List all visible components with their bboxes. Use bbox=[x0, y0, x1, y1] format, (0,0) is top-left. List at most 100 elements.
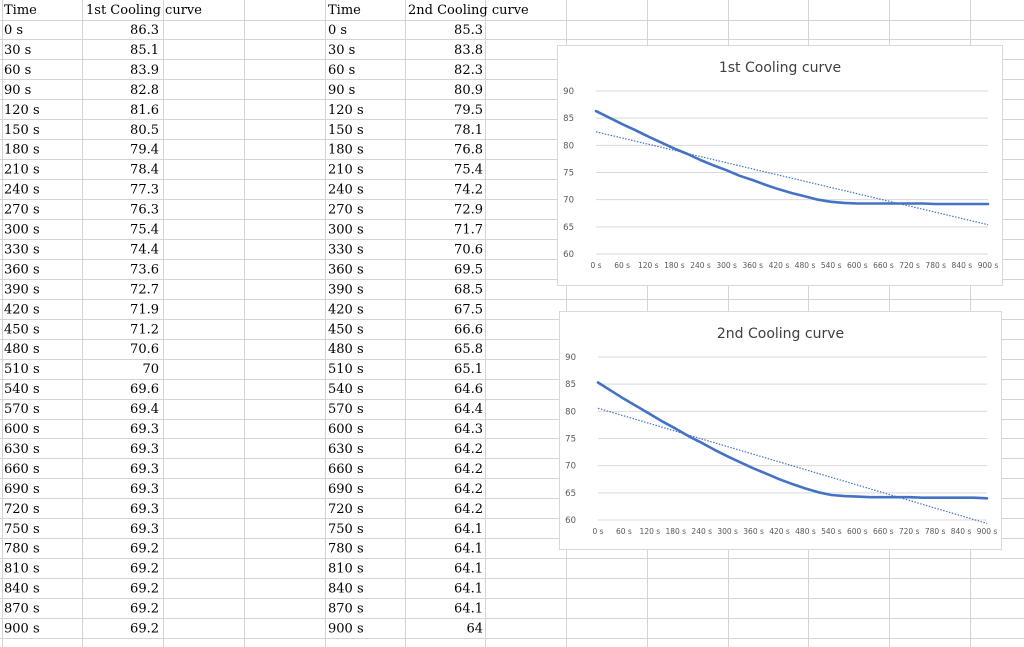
cell-time: 450 s bbox=[4, 322, 40, 337]
cell-time: 240 s bbox=[328, 183, 364, 198]
cell-time: 360 s bbox=[4, 262, 40, 277]
cell-value: 64.4 bbox=[454, 402, 483, 417]
cell-value: 64.1 bbox=[454, 602, 483, 617]
x-tick-label: 180 s bbox=[665, 527, 686, 536]
cell-value: 69.6 bbox=[130, 382, 159, 397]
cell-value: 85.3 bbox=[454, 23, 483, 38]
cell-time: 870 s bbox=[328, 602, 364, 617]
x-tick-label: 360 s bbox=[742, 261, 763, 270]
cell-value: 68.5 bbox=[454, 282, 483, 297]
cell-value: 64.2 bbox=[454, 502, 483, 517]
y-tick-label: 80 bbox=[565, 407, 576, 417]
cell-time: 330 s bbox=[4, 242, 40, 257]
x-tick-label: 480 s bbox=[795, 527, 816, 536]
cell-time: 570 s bbox=[4, 402, 40, 417]
cell-time: 180 s bbox=[4, 143, 40, 158]
cell-time: 180 s bbox=[328, 143, 364, 158]
y-tick-label: 80 bbox=[563, 141, 574, 151]
cell-value: 74.2 bbox=[454, 183, 483, 198]
cell-time: 420 s bbox=[4, 302, 40, 317]
cell-value: 69.3 bbox=[130, 462, 159, 477]
cell-value: 69.3 bbox=[130, 422, 159, 437]
cell-value: 80.9 bbox=[454, 83, 483, 98]
cell-time: 300 s bbox=[328, 223, 364, 238]
x-tick-label: 300 s bbox=[717, 527, 738, 536]
cell-time: 750 s bbox=[4, 522, 40, 537]
x-tick-label: 240 s bbox=[691, 527, 712, 536]
cell-time: 300 s bbox=[4, 223, 40, 238]
y-tick-label: 60 bbox=[563, 250, 574, 260]
cell-time: 900 s bbox=[328, 622, 364, 637]
cell-value: 72.7 bbox=[130, 282, 159, 297]
y-tick-label: 65 bbox=[563, 223, 574, 233]
x-tick-label: 60 s bbox=[616, 527, 632, 536]
cell-value: 69.3 bbox=[130, 442, 159, 457]
cell-time: 30 s bbox=[328, 43, 355, 58]
cell-time: 450 s bbox=[328, 322, 364, 337]
y-tick-label: 75 bbox=[565, 435, 576, 445]
cell-value: 69.2 bbox=[130, 562, 159, 577]
chart-title: 2nd Cooling curve bbox=[717, 326, 844, 342]
cell-value: 70.6 bbox=[130, 342, 159, 357]
cell-value: 71.9 bbox=[130, 302, 159, 317]
x-tick-label: 240 s bbox=[690, 261, 711, 270]
chart-title: 1st Cooling curve bbox=[719, 60, 841, 76]
cell-value: 71.2 bbox=[130, 322, 159, 337]
cell-value: 75.4 bbox=[454, 163, 483, 178]
header-value: 2nd Cooling curve bbox=[408, 3, 529, 18]
cell-value: 64.3 bbox=[454, 422, 483, 437]
cell-time: 780 s bbox=[4, 542, 40, 557]
cell-value: 67.5 bbox=[454, 302, 483, 317]
cell-time: 210 s bbox=[328, 163, 364, 178]
y-tick-label: 65 bbox=[565, 489, 576, 499]
cell-time: 120 s bbox=[4, 103, 40, 118]
cell-time: 390 s bbox=[4, 282, 40, 297]
y-tick-label: 75 bbox=[563, 169, 574, 179]
x-tick-label: 600 s bbox=[847, 527, 868, 536]
y-tick-label: 70 bbox=[565, 462, 576, 472]
cell-time: 720 s bbox=[4, 502, 40, 517]
cell-value: 69.3 bbox=[130, 522, 159, 537]
cell-time: 690 s bbox=[4, 482, 40, 497]
cell-time: 30 s bbox=[4, 43, 31, 58]
cell-value: 80.5 bbox=[130, 123, 159, 138]
cell-time: 150 s bbox=[328, 123, 364, 138]
x-tick-label: 900 s bbox=[977, 527, 998, 536]
cell-time: 630 s bbox=[4, 442, 40, 457]
cell-time: 540 s bbox=[328, 382, 364, 397]
chart-1st-cooling-curve[interactable]: 1st Cooling curve 60 65 70 75 80 85 90 0 s 60 s 12… bbox=[557, 45, 1003, 286]
cell-time: 270 s bbox=[4, 203, 40, 218]
cell-time: 630 s bbox=[328, 442, 364, 457]
y-tick-label: 85 bbox=[563, 114, 574, 124]
x-tick-label: 420 s bbox=[769, 261, 790, 270]
cell-time: 600 s bbox=[328, 422, 364, 437]
cell-time: 810 s bbox=[4, 562, 40, 577]
cell-time: 570 s bbox=[328, 402, 364, 417]
cell-values: Time 1st Cooling curve 0 s 86.3 30 s 85.1 60 s… bbox=[4, 3, 529, 637]
cell-time: 120 s bbox=[328, 103, 364, 118]
trendline bbox=[595, 131, 989, 226]
header-value: 1st Cooling curve bbox=[86, 3, 202, 18]
chart-2nd-cooling-curve[interactable]: 2nd Cooling curve 60 65 70 75 80 85 90 0 s 60 s 12… bbox=[559, 311, 1002, 550]
x-tick-label: 480 s bbox=[795, 261, 816, 270]
cell-value: 83.8 bbox=[454, 43, 483, 58]
x-tick-label: 0 s bbox=[590, 261, 601, 270]
cell-time: 540 s bbox=[4, 382, 40, 397]
x-tick-label: 300 s bbox=[716, 261, 737, 270]
y-tick-label: 70 bbox=[563, 196, 574, 206]
cell-time: 480 s bbox=[4, 342, 40, 357]
cell-value: 83.9 bbox=[130, 63, 159, 78]
cell-value: 72.9 bbox=[454, 203, 483, 218]
cell-value: 64.2 bbox=[454, 462, 483, 477]
cell-value: 69.2 bbox=[130, 542, 159, 557]
x-tick-label: 660 s bbox=[873, 261, 894, 270]
series-line bbox=[594, 109, 990, 206]
cell-time: 480 s bbox=[328, 342, 364, 357]
cell-value: 64.1 bbox=[454, 582, 483, 597]
header-time: Time bbox=[4, 3, 37, 18]
y-tick-label: 60 bbox=[565, 516, 576, 526]
cell-value: 86.3 bbox=[130, 23, 159, 38]
cell-value: 65.1 bbox=[454, 362, 483, 377]
x-tick-label: 780 s bbox=[925, 527, 946, 536]
cell-value: 69.2 bbox=[130, 602, 159, 617]
